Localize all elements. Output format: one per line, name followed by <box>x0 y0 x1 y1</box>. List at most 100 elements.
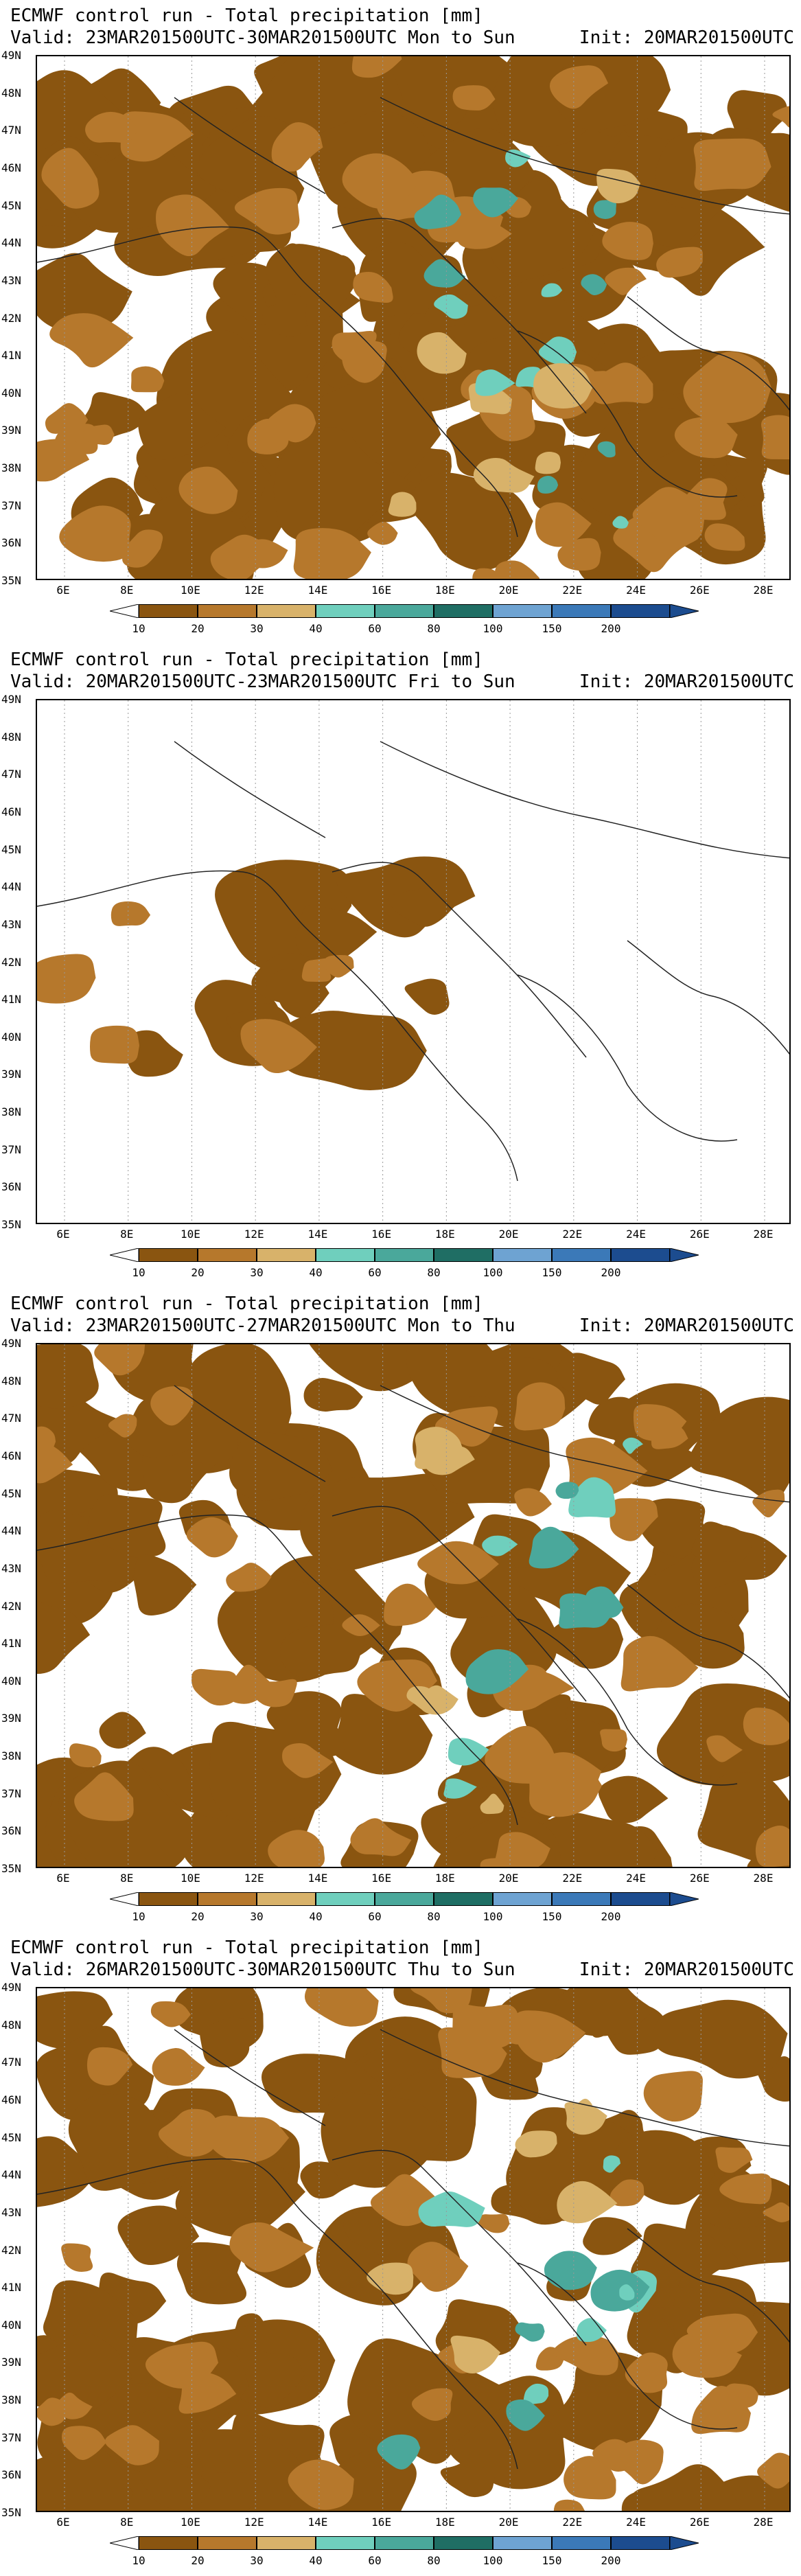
precip-area-20mm <box>472 568 500 579</box>
precip-area-10mm <box>117 2205 200 2265</box>
precip-area-heavy <box>473 187 519 218</box>
colorbar-under-triangle <box>109 603 139 621</box>
precip-area-20mm <box>130 366 165 393</box>
colorbar-swatch <box>316 1248 375 1262</box>
precip-area-20mm <box>614 2439 664 2485</box>
lon-tick-label: 18E <box>434 1228 455 1241</box>
colorbar-swatch <box>139 1892 198 1906</box>
precip-area-heavy <box>415 1427 464 1469</box>
map-panel-2: ECMWF control run - Total precipitation … <box>0 644 801 1288</box>
precip-area-heavy <box>388 492 417 517</box>
colorbar-tick-label: 150 <box>542 2554 562 2567</box>
precip-area-heavy <box>505 149 531 168</box>
lat-tick-label: 41N <box>1 2281 21 2295</box>
precip-area-10mm <box>553 1988 655 2036</box>
lon-tick-label: 6E <box>56 2516 70 2529</box>
precip-area-20mm <box>56 2392 93 2419</box>
colorbar-tick-label: 10 <box>132 1910 146 1923</box>
precip-area-10mm <box>630 2223 739 2308</box>
precip-area-20mm <box>94 1344 146 1376</box>
precip-area-20mm <box>342 1614 380 1637</box>
map-canvas <box>37 1988 789 2511</box>
lat-tick-label: 40N <box>1 2318 21 2332</box>
precip-area-20mm <box>61 2243 93 2272</box>
precip-area-10mm <box>262 294 307 338</box>
precip-area-20mm <box>384 1583 437 1626</box>
precip-area-10mm <box>583 2217 642 2255</box>
lon-tick-label: 24E <box>626 1872 646 1885</box>
lat-tick-label: 38N <box>1 1749 21 1763</box>
lon-tick-label: 24E <box>626 1228 646 1241</box>
precip-area-heavy <box>597 441 616 458</box>
lat-tick-label: 42N <box>1 1599 21 1613</box>
colorbar-tick-label: 40 <box>309 1910 323 1923</box>
precip-area-heavy <box>418 2192 485 2227</box>
coastlines-borders <box>37 1385 789 1826</box>
lon-tick-label: 26E <box>689 584 710 597</box>
precip-area-20mm <box>610 1498 658 1541</box>
precip-area-10mm <box>280 1623 367 1679</box>
lat-tick-label: 44N <box>1 2168 21 2182</box>
lat-tick-label: 37N <box>1 2430 21 2444</box>
lon-tick-label: 18E <box>434 1872 455 1885</box>
lon-tick-label: 14E <box>307 1872 328 1885</box>
map-grid <box>64 1344 765 1867</box>
lat-tick-label: 44N <box>1 880 21 894</box>
colorbar-tick-label: 60 <box>368 2554 382 2567</box>
colorbar-swatch <box>375 1248 434 1262</box>
precip-area-10mm <box>548 1615 624 1669</box>
precip-area-20mm <box>367 521 398 545</box>
lat-tick-label: 44N <box>1 1524 21 1538</box>
lat-tick-label: 48N <box>1 86 21 100</box>
map-panel-3: ECMWF control run - Total precipitation … <box>0 1288 801 1932</box>
precip-area-20mm <box>600 1729 627 1752</box>
colorbar-under-triangle <box>109 1247 139 1265</box>
precip-area-10mm <box>303 1378 363 1412</box>
panel-title: ECMWF control run - Total precipitation … <box>10 649 483 670</box>
precip-area-heavy <box>443 1778 477 1799</box>
precip-area-20mm <box>108 1414 137 1438</box>
colorbar-tick-label: 80 <box>427 622 441 635</box>
precip-area-10mm <box>266 1691 345 1762</box>
precip-area-heavy <box>529 1526 579 1569</box>
precip-fill <box>37 56 789 579</box>
valid-period: Valid: 23MAR201500UTC-30MAR201500UTC Mon… <box>10 27 515 48</box>
precip-area-20mm <box>553 2336 619 2376</box>
lat-tick-label: 36N <box>1 2468 21 2482</box>
colorbar <box>109 1247 700 1265</box>
lat-tick-label: 49N <box>1 693 21 706</box>
lat-tick-label: 47N <box>1 2056 21 2069</box>
panel-title: ECMWF control run - Total precipitation … <box>10 5 483 26</box>
precip-area-heavy <box>564 2102 607 2135</box>
lon-tick-label: 20E <box>498 584 519 597</box>
precip-fill <box>37 1988 789 2511</box>
colorbar-swatch <box>139 604 198 618</box>
init-time: Init: 20MAR201500UTC <box>579 1959 794 1980</box>
precip-area-20mm <box>620 1635 699 1692</box>
precip-area-20mm <box>452 85 496 111</box>
precip-area-20mm <box>85 111 139 143</box>
lon-tick-label: 16E <box>371 584 392 597</box>
precip-area-heavy <box>417 332 467 374</box>
precip-area-10mm <box>440 2457 495 2498</box>
precip-area-20mm <box>656 246 703 278</box>
colorbar-tick-label: 40 <box>309 2554 323 2567</box>
precip-area-20mm <box>234 187 300 235</box>
valid-period: Valid: 23MAR201500UTC-27MAR201500UTC Mon… <box>10 1315 515 1336</box>
colorbar-tick-label: 80 <box>427 1266 441 1279</box>
precip-area-20mm <box>706 1735 743 1762</box>
precip-area-20mm <box>226 1563 272 1592</box>
precip-area-20mm <box>288 2459 354 2510</box>
colorbar-tick-label: 60 <box>368 622 382 635</box>
colorbar-swatch <box>552 1892 611 1906</box>
precip-area-20mm <box>86 2047 133 2086</box>
lat-tick-label: 42N <box>1 955 21 969</box>
lat-tick-label: 45N <box>1 842 21 856</box>
precip-area-heavy <box>593 200 616 219</box>
precip-area-20mm <box>480 1858 507 1867</box>
precip-area-20mm <box>643 2071 703 2122</box>
coastlines-borders <box>37 97 789 538</box>
lat-tick-label: 35N <box>1 1218 21 1231</box>
lon-tick-label: 10E <box>181 1872 200 1885</box>
colorbar-over-triangle <box>669 603 699 621</box>
